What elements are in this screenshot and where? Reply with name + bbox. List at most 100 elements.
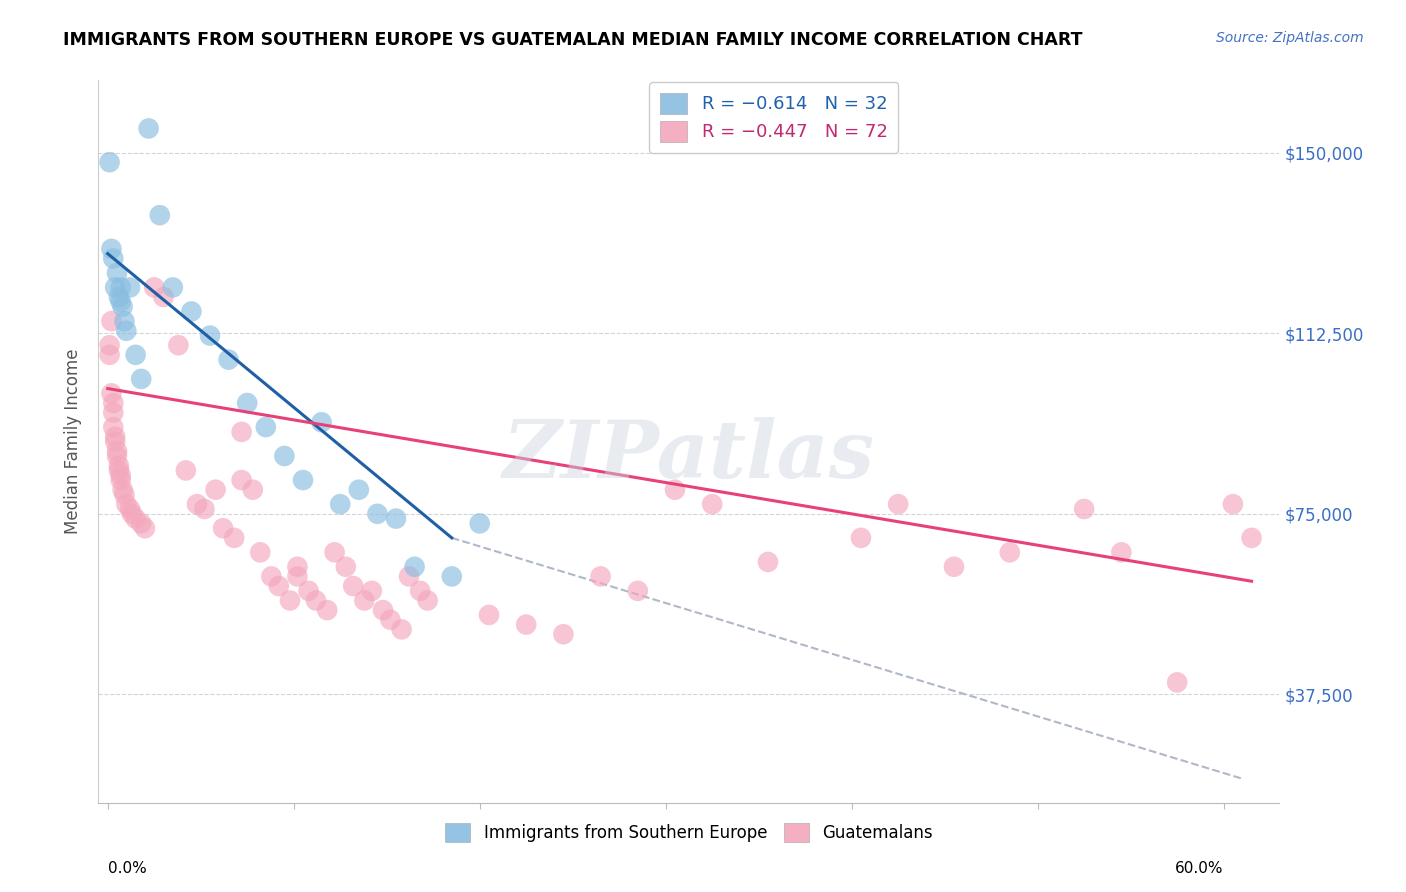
Point [98,338,121,352]
Point [104,430,127,444]
Point [108,458,131,473]
Text: 0.0%: 0.0% [108,861,146,876]
Point [515,617,537,632]
Point [212,521,235,535]
Point [231,425,253,439]
Text: 60.0%: 60.0% [1175,861,1223,876]
Point [110,468,132,483]
Point [943,559,966,574]
Point [236,396,259,410]
Point [162,280,184,294]
Point [887,497,910,511]
Point [103,420,125,434]
Point [416,593,439,607]
Point [98,348,121,362]
Point [273,449,295,463]
Point [287,559,309,574]
Text: Source: ZipAtlas.com: Source: ZipAtlas.com [1216,31,1364,45]
Point [121,507,143,521]
Point [998,545,1021,559]
Point [380,613,402,627]
Point [1222,497,1244,511]
Point [353,593,375,607]
Point [440,569,463,583]
Point [391,623,413,637]
Point [100,386,122,401]
Point [100,314,122,328]
Point [1073,502,1095,516]
Point [167,338,190,352]
Point [105,444,128,458]
Point [231,473,253,487]
Point [138,121,160,136]
Point [98,155,121,169]
Point [278,593,301,607]
Point [1111,545,1133,559]
Point [323,545,346,559]
Point [100,242,122,256]
Point [124,511,146,525]
Point [110,473,132,487]
Point [287,569,309,583]
Point [404,559,426,574]
Point [553,627,575,641]
Point [124,348,146,362]
Point [103,252,125,266]
Point [186,497,208,511]
Point [267,579,290,593]
Point [242,483,264,497]
Point [108,463,131,477]
Legend: Immigrants from Southern Europe, Guatemalans: Immigrants from Southern Europe, Guatema… [439,816,939,848]
Point [110,280,132,294]
Point [371,603,394,617]
Point [329,497,352,511]
Point [149,208,172,222]
Point [218,352,240,367]
Point [297,583,319,598]
Text: ZIPatlas: ZIPatlas [503,417,875,495]
Point [174,463,197,477]
Point [385,511,408,525]
Point [305,593,328,607]
Point [114,314,136,328]
Point [478,607,501,622]
Point [627,583,650,598]
Point [115,497,138,511]
Point [1240,531,1263,545]
Point [204,483,226,497]
Point [311,415,333,429]
Point [198,328,221,343]
Point [335,559,357,574]
Point [118,280,141,294]
Point [360,583,382,598]
Y-axis label: Median Family Income: Median Family Income [65,349,83,534]
Point [118,502,141,516]
Point [342,579,364,593]
Point [849,531,872,545]
Point [664,483,686,497]
Point [589,569,612,583]
Point [292,473,315,487]
Point [103,396,125,410]
Point [249,545,271,559]
Point [108,290,131,304]
Point [347,483,370,497]
Point [105,449,128,463]
Point [129,372,152,386]
Point [104,434,127,449]
Point [193,502,215,516]
Point [152,290,174,304]
Point [224,531,246,545]
Point [134,521,156,535]
Point [110,294,132,309]
Point [115,324,138,338]
Point [111,300,134,314]
Point [398,569,420,583]
Point [143,280,166,294]
Point [111,483,134,497]
Point [409,583,432,598]
Point [103,406,125,420]
Point [366,507,388,521]
Point [756,555,779,569]
Point [1166,675,1188,690]
